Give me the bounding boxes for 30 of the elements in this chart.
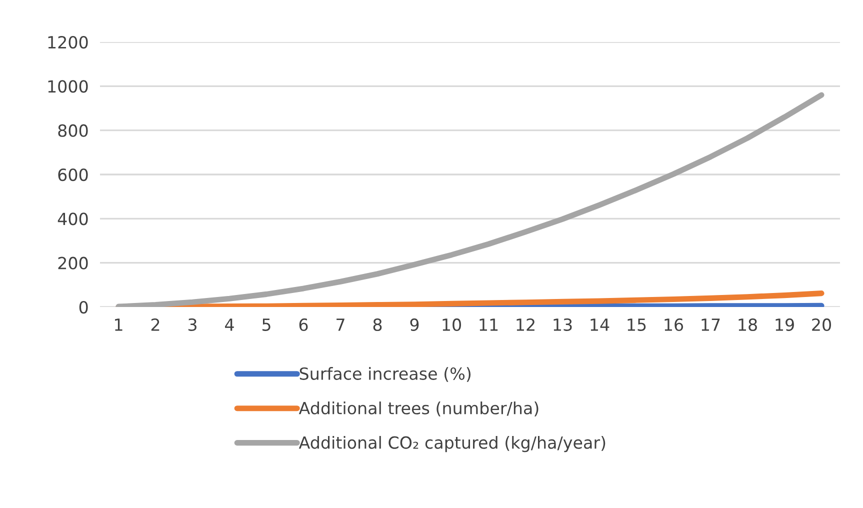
x-tick-label: 14 bbox=[590, 318, 610, 331]
x-tick-label: 5 bbox=[262, 318, 270, 332]
legend-label: Surface increase (%) bbox=[300, 367, 471, 382]
y-tick-label: 1000 bbox=[48, 80, 88, 93]
y-tick-label: 0 bbox=[79, 300, 88, 314]
x-tick-label: 10 bbox=[442, 318, 461, 332]
x-tick-label: 15 bbox=[628, 318, 646, 332]
x-tick-label: 18 bbox=[738, 318, 757, 332]
x-tick-label: 7 bbox=[336, 318, 344, 331]
x-tick-label: 19 bbox=[776, 318, 794, 332]
legend-label: Additional CO₂ captured (kg/ha/year) bbox=[298, 436, 606, 452]
y-tick-label: 400 bbox=[58, 212, 88, 226]
x-tick-label: 6 bbox=[299, 318, 308, 332]
y-tick-label: 200 bbox=[58, 256, 88, 270]
x-tick-label: 2 bbox=[151, 318, 160, 331]
x-tick-label: 9 bbox=[410, 318, 419, 332]
x-tick-label: 12 bbox=[516, 318, 534, 331]
x-tick-label: 1 bbox=[115, 318, 122, 331]
y-tick-label: 1200 bbox=[48, 36, 88, 49]
x-tick-label: 11 bbox=[480, 318, 498, 331]
x-tick-label: 16 bbox=[664, 318, 684, 332]
x-tick-label: 3 bbox=[188, 318, 196, 332]
x-tick-label: 13 bbox=[554, 318, 572, 332]
x-tick-label: 4 bbox=[225, 318, 234, 331]
legend-label: Additional trees (number/ha) bbox=[298, 402, 538, 416]
x-tick-label: 8 bbox=[373, 318, 382, 332]
x-tick-label: 17 bbox=[702, 318, 720, 331]
x-tick-label: 20 bbox=[812, 318, 831, 332]
y-tick-label: 800 bbox=[58, 124, 88, 137]
y-tick-label: 600 bbox=[58, 168, 88, 182]
